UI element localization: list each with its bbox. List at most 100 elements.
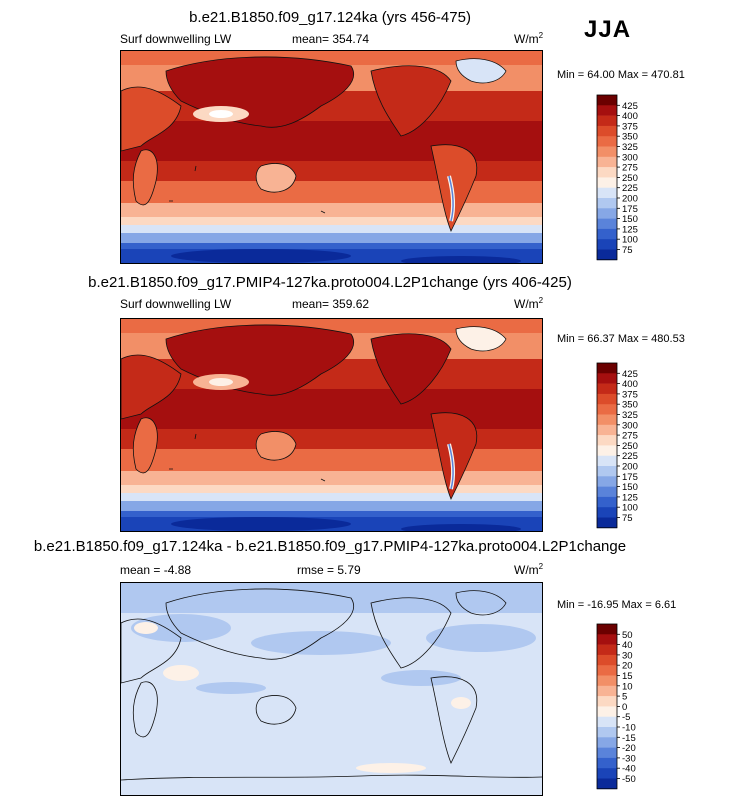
colorbar-tick-label: 100 <box>622 235 638 246</box>
panel3-map <box>120 582 543 796</box>
colorbar-tick-label: 325 <box>622 410 638 421</box>
colorbar-tick-label: 125 <box>622 224 638 235</box>
panel2-units-exp: 2 <box>538 296 544 305</box>
panel2-units-base: W/m <box>514 297 539 311</box>
colorbar-tick-label: -50 <box>622 774 636 785</box>
colorbar-swatch <box>597 706 617 717</box>
colorbar-swatch <box>597 208 617 219</box>
colorbar-tick-label: 350 <box>622 132 638 143</box>
colorbar-tick-label: 300 <box>622 420 638 431</box>
panel2-title: b.e21.B1850.f09_g17.PMIP4-127ka.proto004… <box>88 274 572 291</box>
colorbar-swatch <box>597 239 617 250</box>
colorbar-tick-label: 250 <box>622 173 638 184</box>
panel2-map-svg <box>121 319 542 531</box>
panel1-units-base: W/m <box>514 32 539 46</box>
colorbar-tick-label: -30 <box>622 753 636 764</box>
colorbar-swatch <box>597 517 617 529</box>
colorbar-tick-label: 200 <box>622 194 638 205</box>
colorbar-swatch <box>597 156 617 168</box>
colorbar-swatch <box>597 105 617 116</box>
panel3-minmax: Min = -16.95 Max = 6.61 <box>557 599 677 611</box>
colorbar-tick-label: 15 <box>622 671 633 682</box>
season-label: JJA <box>584 16 632 43</box>
colorbar-tick-label: 275 <box>622 163 638 174</box>
colorbar-tick-label: 400 <box>622 379 638 390</box>
colorbar-swatch <box>597 455 617 467</box>
colorbar-swatch <box>597 737 617 748</box>
colorbar-tick-label: 250 <box>622 441 638 452</box>
panel2-units: W/m2 <box>514 296 543 311</box>
colorbar-swatch <box>597 424 617 436</box>
colorbar-swatch <box>597 167 617 178</box>
colorbar-swatch <box>597 644 617 656</box>
colorbar-swatch <box>597 249 617 261</box>
colorbar-tick-label: 40 <box>622 640 633 651</box>
colorbar-tick-label: 175 <box>622 472 638 483</box>
colorbar-tick-label: -5 <box>622 712 630 723</box>
colorbar-swatch <box>597 476 617 487</box>
panel3-units-exp: 2 <box>538 562 544 571</box>
colorbar-tick-label: 425 <box>622 369 638 380</box>
colorbar-tick-label: -15 <box>622 733 636 744</box>
colorbar-swatch <box>597 654 617 666</box>
colorbar-tick-label: 0 <box>622 702 627 713</box>
panel1-map-svg <box>121 51 542 263</box>
panel2-map <box>120 318 543 532</box>
panel3-title: b.e21.B1850.f09_g17.124ka - b.e21.B1850.… <box>33 538 627 555</box>
colorbar-swatch <box>597 634 617 645</box>
colorbar-swatch <box>597 778 617 790</box>
colorbar-swatch <box>597 665 617 676</box>
panel3-map-svg <box>121 583 542 795</box>
colorbar-tick-label: 150 <box>622 214 638 225</box>
colorbar-swatch <box>597 125 617 137</box>
colorbar-swatch <box>597 466 617 477</box>
colorbar-tick-label: -40 <box>622 764 636 775</box>
panel2-colorbar: 425 400 375 350 325 300 275 250 225 200 175 150 125 1… <box>596 362 677 529</box>
colorbar-tick-label: 375 <box>622 121 638 132</box>
panel1-units-exp: 2 <box>538 31 544 40</box>
panel2-variable: Surf downwelling LW <box>120 297 232 311</box>
colorbar-swatch <box>597 727 617 738</box>
colorbar-tick-label: 30 <box>622 650 633 661</box>
colorbar-tick-label: 225 <box>622 451 638 462</box>
colorbar-swatch <box>597 218 617 230</box>
colorbar-swatch <box>597 228 617 240</box>
colorbar-swatch <box>597 624 617 635</box>
colorbar-swatch <box>597 187 617 199</box>
colorbar-tick-label: 400 <box>622 111 638 122</box>
colorbar-tick-label: 150 <box>622 482 638 493</box>
colorbar-tick-label: -20 <box>622 743 636 754</box>
colorbar-tick-label: 50 <box>622 630 633 641</box>
panel3-units: W/m2 <box>514 562 543 577</box>
colorbar-swatch <box>597 486 617 498</box>
colorbar-swatch <box>597 373 617 384</box>
colorbar-tick-label: 175 <box>622 204 638 215</box>
colorbar-tick-label: 100 <box>622 503 638 514</box>
colorbar-swatch <box>597 445 617 456</box>
colorbar-swatch <box>597 95 617 106</box>
colorbar-tick-label: 125 <box>622 492 638 503</box>
panel3-mean: mean = -4.88 <box>120 563 192 577</box>
panel1-map <box>120 50 543 264</box>
colorbar-swatch <box>597 414 617 426</box>
panel1-colorbar: 425 400 375 350 325 300 275 250 225 200 175 150 125 1… <box>596 94 677 261</box>
colorbar-tick-label: 350 <box>622 400 638 411</box>
colorbar-tick-label: 425 <box>622 101 638 112</box>
colorbar-swatch <box>597 177 617 188</box>
colorbar-swatch <box>597 496 617 508</box>
colorbar-tick-label: 10 <box>622 681 633 692</box>
colorbar-swatch <box>597 716 617 728</box>
panel1-minmax: Min = 64.00 Max = 470.81 <box>557 69 685 81</box>
colorbar-tick-label: 300 <box>622 152 638 163</box>
panel3-colorbar: 50 40 30 20 15 10 5 0 -5 -10 -15 -20 -30 -40 -50 <box>596 623 677 790</box>
panel3-units-base: W/m <box>514 563 539 577</box>
panel1-units: W/m2 <box>514 31 543 46</box>
panel2-colorbar-svg: 4254003753503253002752502252001751501251… <box>596 362 638 529</box>
colorbar-swatch <box>597 404 617 415</box>
colorbar-swatch <box>597 146 617 158</box>
panel3-rmse: rmse = 5.79 <box>297 563 361 577</box>
colorbar-swatch <box>597 768 617 779</box>
panel1-title: b.e21.B1850.f09_g17.124ka (yrs 456-475) <box>189 9 471 26</box>
colorbar-tick-label: 5 <box>622 692 627 703</box>
